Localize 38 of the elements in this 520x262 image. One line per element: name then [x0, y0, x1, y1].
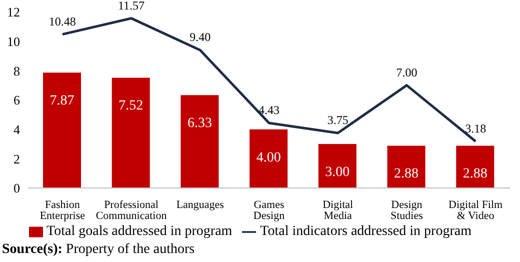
data-label: 11.57 [118, 0, 145, 12]
x-tick-label: Digital Media [322, 198, 354, 222]
data-label: 4.00 [256, 150, 281, 166]
data-label: 2.88 [462, 166, 488, 182]
data-label: 3.75 [327, 113, 348, 127]
data-label: 7.52 [118, 98, 144, 114]
data-label: 3.00 [325, 164, 350, 180]
data-label: 9.40 [190, 30, 211, 44]
x-tick-label: Games Design [253, 198, 286, 222]
legend-label: Total indicators addressed in program [260, 224, 472, 239]
y-tick-label: 10 [7, 34, 20, 49]
data-label: 6.33 [187, 116, 212, 132]
data-label: 7.00 [396, 65, 418, 80]
x-tick-label: Fashion Enterprise [40, 198, 86, 222]
y-tick-label: 12 [7, 4, 20, 20]
x-tick-label: Professional Communication [96, 198, 168, 222]
bar [456, 146, 494, 188]
y-tick-label: 2 [14, 151, 20, 166]
bar [43, 72, 81, 188]
x-tick-label: Design Studies [390, 198, 423, 222]
data-label: 2.88 [394, 166, 419, 182]
y-tick-label: 8 [14, 63, 20, 78]
bar [387, 146, 426, 188]
legend-label: Total goals addressed in program [46, 224, 232, 239]
bar [250, 129, 288, 188]
x-tick-label: Languages [176, 198, 224, 211]
data-label: 3.18 [465, 121, 486, 136]
data-label: 7.87 [50, 94, 74, 109]
bar [180, 95, 219, 188]
bar [318, 144, 356, 188]
source-note: Source(s): Property of the authors [2, 242, 195, 258]
y-tick-label: 0 [14, 180, 20, 196]
y-tick-label: 6 [14, 92, 20, 108]
data-label: 10.48 [48, 14, 76, 28]
x-tick-label: Digital Film & Video [448, 198, 504, 222]
y-tick-label: 4 [14, 122, 20, 137]
bar [112, 78, 150, 188]
data-label: 4.43 [258, 103, 280, 118]
